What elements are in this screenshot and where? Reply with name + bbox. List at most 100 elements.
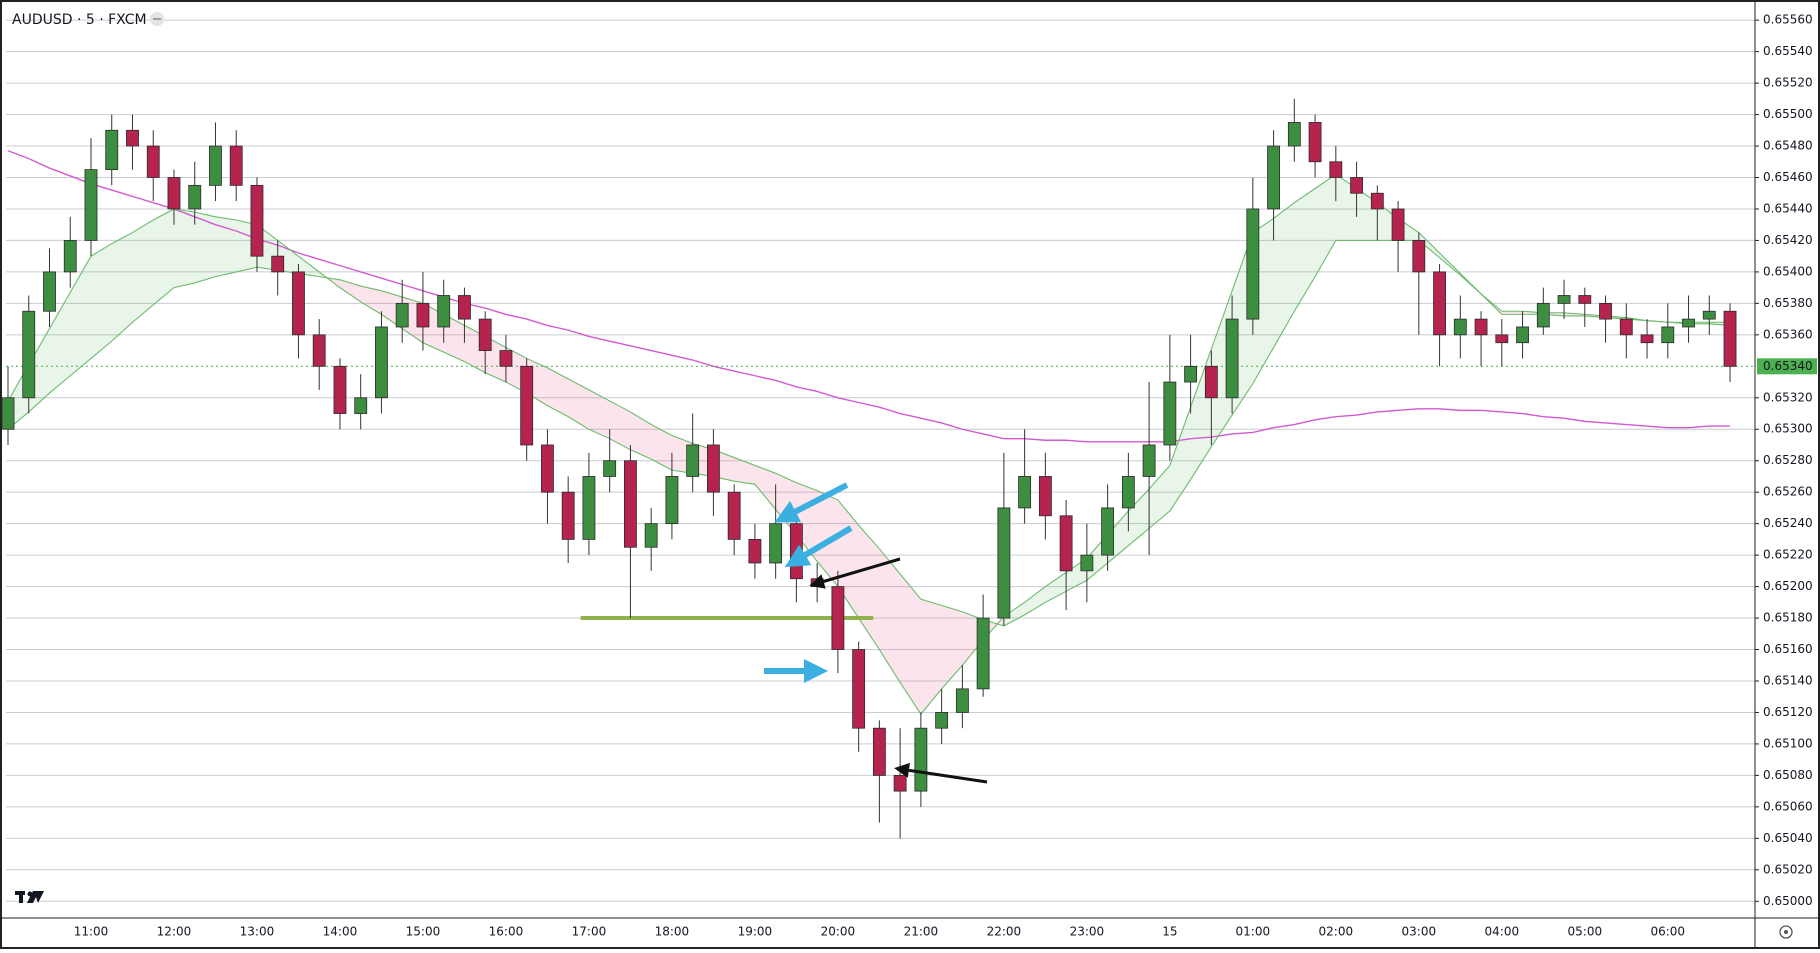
x-tick-label: 19:00 [738, 925, 773, 939]
candle-body [541, 444, 554, 493]
axes: 0.65000 0.65020 0.65040 0.65060 0.65080 0.651… [74, 13, 1817, 939]
candle-body [478, 318, 492, 351]
x-tick-label: 22:00 [987, 925, 1022, 939]
candle-body [1536, 302, 1550, 328]
x-tick-label: 12:00 [157, 925, 192, 939]
candle-body [872, 727, 886, 776]
candle-body [126, 129, 139, 147]
ma-band-fill [173, 208, 195, 288]
candle-body [1225, 318, 1239, 399]
y-tick-label: 0.65520 [1763, 76, 1813, 90]
ma-band-fill [734, 457, 755, 485]
candle-body [1516, 326, 1529, 344]
candle-body [665, 476, 679, 525]
candle-body [1661, 326, 1675, 344]
ma-band-fill [900, 573, 921, 715]
candle-body [789, 523, 803, 580]
y-tick-label: 0.65560 [1763, 13, 1813, 27]
logo-part [19, 891, 23, 903]
candle-body [1723, 310, 1737, 367]
y-tick-label: 0.65240 [1763, 516, 1813, 530]
candle-body [727, 491, 741, 540]
candle-body [271, 255, 285, 273]
y-tick-label: 0.65080 [1763, 768, 1813, 782]
candle-body [1163, 381, 1177, 446]
settings-icon[interactable] [1779, 925, 1793, 939]
candle-body [1640, 334, 1654, 344]
candle-body [520, 365, 534, 446]
candle-body [1702, 310, 1716, 320]
blue-arrow [774, 482, 849, 523]
y-tick-label: 0.65160 [1763, 642, 1813, 656]
candle-body [1204, 365, 1218, 399]
y-tick-label: 0.65220 [1763, 548, 1813, 562]
candle-body [146, 145, 160, 178]
candle-body [333, 365, 347, 414]
y-tick-label: 0.65320 [1763, 390, 1813, 404]
x-tick-label: 21:00 [904, 925, 939, 939]
candle-body [914, 727, 928, 792]
logo [15, 891, 44, 903]
ma-line [7, 150, 1731, 443]
x-tick-label: 13:00 [240, 925, 275, 939]
ma-band-fill [1128, 489, 1150, 546]
ma-band-fill [1501, 311, 1523, 315]
candle-body [416, 302, 430, 328]
x-tick-label: 02:00 [1319, 925, 1354, 939]
plot [1, 98, 1755, 839]
ma-band-fill [49, 292, 71, 394]
blue-arrow [784, 525, 853, 568]
candle-body [1308, 122, 1322, 163]
ma-band-fill [754, 465, 776, 510]
chart-title: AUDUSD · 5 · FXCM [12, 12, 147, 28]
last-price-label: 0.65340 [1763, 359, 1813, 373]
settings-icon-dot [1784, 930, 1788, 934]
candle-body [624, 460, 637, 548]
candle-body [209, 145, 222, 186]
ma-line [7, 173, 1731, 715]
ma-band-fill [1024, 586, 1046, 615]
x-tick-label: 01:00 [1236, 925, 1271, 939]
y-tick-label: 0.65020 [1763, 862, 1813, 876]
ma-band-fill [609, 400, 631, 450]
candle-body [1370, 192, 1384, 210]
x-tick-label: 03:00 [1402, 925, 1437, 939]
x-tick-label: 04:00 [1485, 925, 1520, 939]
ma-band-fill [1149, 465, 1170, 529]
candle-body [167, 177, 181, 210]
y-tick-label: 0.65420 [1763, 233, 1813, 247]
candle-body [1578, 295, 1592, 304]
candle-body [852, 649, 866, 729]
candle-body [229, 145, 243, 186]
x-tick-label: 18:00 [655, 925, 690, 939]
candle-body [1080, 554, 1094, 572]
ma-band-fill [111, 232, 133, 342]
x-tick-label: 20:00 [821, 925, 856, 939]
y-tick-label: 0.65300 [1763, 422, 1813, 436]
ma-band-fill [568, 378, 589, 430]
candle-body [1453, 318, 1467, 336]
candle-body [375, 326, 388, 399]
y-tick-label: 0.65360 [1763, 327, 1813, 341]
candle-body [1474, 318, 1488, 336]
y-tick-label: 0.65180 [1763, 611, 1813, 625]
ma-band-fill [547, 367, 569, 417]
y-tick-label: 0.65120 [1763, 705, 1813, 719]
candle-body [1619, 318, 1633, 336]
ma-band-fill [1045, 572, 1067, 603]
candle-body [686, 444, 700, 477]
candle-body [1329, 161, 1343, 178]
y-tick-label: 0.65440 [1763, 201, 1813, 215]
grid [6, 19, 1755, 902]
y-tick-label: 0.65060 [1763, 799, 1813, 813]
x-tick-label: 16:00 [489, 925, 524, 939]
ma-band-fill [920, 599, 942, 715]
x-tick-label: 23:00 [1070, 925, 1105, 939]
candle-body [499, 350, 513, 367]
candle-body [250, 184, 264, 257]
ma-band-fill [194, 212, 216, 283]
candle-body [1599, 302, 1612, 320]
y-tick-label: 0.65000 [1763, 894, 1813, 908]
